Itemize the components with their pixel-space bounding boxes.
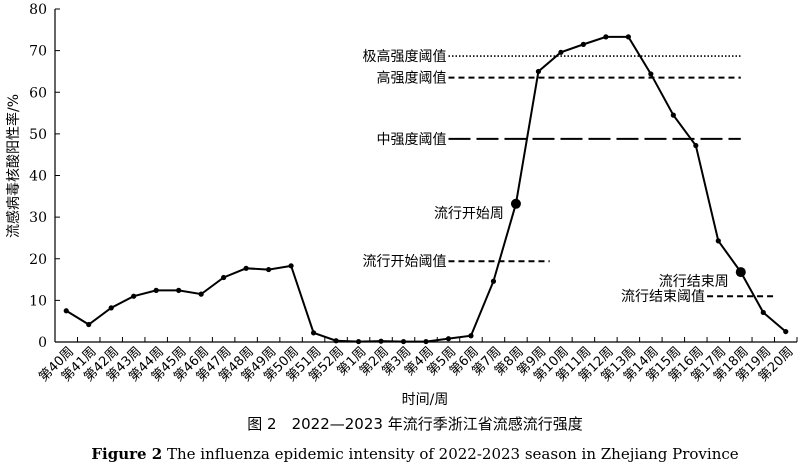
caption-en-prefix: Figure 2 [91,445,162,463]
data-point [490,278,497,284]
highlight-point [735,267,746,278]
data-point [378,338,384,344]
data-point [535,68,542,75]
data-point [445,336,452,342]
data-point [648,71,654,77]
threshold-label: 高强度阈值 [376,70,446,87]
data-point [670,112,676,118]
data-point [310,330,317,336]
data-point [198,291,204,297]
y-tick-label: 60 [29,85,47,101]
x-axis-label: 时间/周 [402,392,449,408]
caption-en: Figure 2 The influenza epidemic intensit… [91,445,738,463]
threshold-label: 极高强度阈值 [362,48,446,65]
y-tick-label: 30 [29,210,47,226]
data-point [400,338,407,345]
series [63,34,789,345]
data-point [715,238,721,244]
data-point [693,142,699,149]
data-point [355,338,362,345]
data-point [221,274,227,281]
y-tick-label: 20 [29,252,47,268]
data-point [468,333,474,339]
y-tick-label: 70 [29,44,47,60]
data-point [131,293,137,299]
highlight-point [510,198,521,209]
data-point [333,338,339,344]
caption-en-text: The influenza epidemic intensity of 2022… [167,445,739,463]
data-point [423,338,429,345]
data-point [603,34,609,40]
data-point [108,305,114,311]
caption-zh: 图 2 2022—2023 年流行季浙江省流感流行强度 [247,415,582,433]
data-point [153,287,159,293]
y-tick-label: 0 [38,335,47,351]
highlight-label: 流行结束周 [659,274,729,290]
y-tick-label: 50 [29,127,47,143]
y-tick-label: 80 [29,2,47,18]
data-point [243,265,249,271]
data-point [176,287,182,293]
data-point [266,266,272,273]
data-point [783,328,789,335]
threshold-label: 流行结束阈值 [621,289,705,305]
data-point [625,34,631,40]
data-point [86,321,92,328]
data-point [760,309,766,316]
data-point [63,308,69,314]
highlight-label: 流行开始周 [434,206,504,222]
y-tick-label: 10 [29,293,47,309]
data-point [580,41,586,47]
threshold-label: 流行开始阈值 [362,254,446,270]
threshold-label: 中强度阈值 [376,132,446,148]
y-axis-label: 流感病毒核酸阳性率/% [5,94,22,238]
y-tick-label: 40 [29,169,47,185]
data-point [558,49,564,55]
data-point [288,263,294,269]
